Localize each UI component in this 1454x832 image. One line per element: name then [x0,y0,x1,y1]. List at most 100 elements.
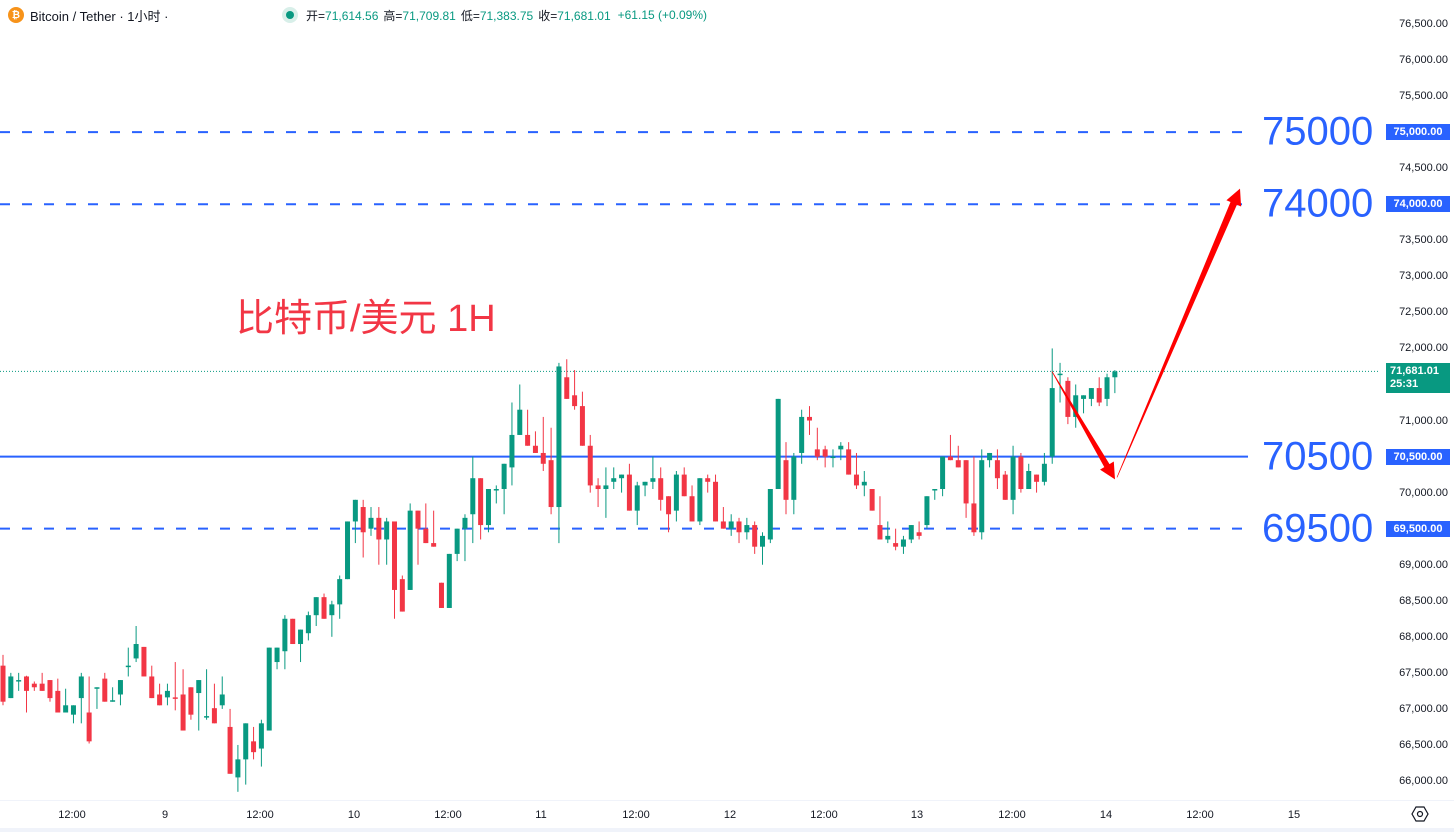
candle [525,409,531,446]
candle [219,676,225,709]
candle [767,489,773,544]
candle [713,474,719,522]
price-axis[interactable]: 76,500.00 76,000.00 75,500.00 74,500.00 73,5… [1380,0,1454,800]
level-label-75000[interactable]: 75000 [1262,109,1374,154]
candle [760,532,766,565]
candle [564,359,570,399]
candle [736,517,742,544]
candle [196,680,202,731]
candle [932,489,938,500]
candle [266,647,272,731]
level-label-70500[interactable]: 70500 [1262,434,1374,479]
candle [540,416,546,471]
candle [0,654,6,706]
candle [752,521,758,554]
candle [595,478,601,508]
candle [728,514,734,536]
candle [658,467,664,511]
candle [329,600,335,637]
candle [478,478,484,540]
candle [1034,474,1040,493]
candle [548,427,554,515]
settings-gear-icon[interactable] [1411,805,1429,823]
candle [720,507,726,529]
price-tick: 68,500.00 [1399,594,1448,607]
candle [1041,452,1047,486]
candle [509,402,515,486]
level-label-74000[interactable]: 74000 [1262,181,1374,226]
price-tick: 66,500.00 [1399,738,1448,751]
annotation-title[interactable]: 比特币/美元 1H [236,298,496,340]
candle [376,507,382,565]
candle [352,499,358,544]
ohlc-legend: 开=71,614.56 高=71,709.81 低=71,383.75 收=71… [282,6,707,24]
candle [681,467,687,497]
candle [532,431,538,453]
candle [94,687,100,709]
time-tick: 11 [535,809,547,821]
candle [282,615,288,670]
candle [423,503,429,544]
candle [1073,384,1079,428]
candle [70,705,76,724]
candle [572,370,578,410]
candle [454,528,460,562]
candle [963,460,969,518]
candle [290,618,296,645]
candle [368,507,374,536]
candle [360,499,366,558]
time-tick: 9 [161,809,169,821]
candle [924,496,930,529]
candle [846,442,852,475]
candle [345,521,351,580]
candle [415,510,421,565]
candle [337,575,343,619]
candle [673,470,679,522]
level-price-badge: 70,500.00 [1386,448,1450,465]
candle [110,687,116,702]
candle [1104,373,1110,407]
level-label-69500[interactable]: 69500 [1262,506,1374,551]
horizontal-levels [0,131,1248,530]
candle [485,489,491,533]
up-arrow [1116,188,1242,478]
candle [164,683,170,706]
symbol-title[interactable]: Bitcoin / Tether · 1小时 · [30,8,169,24]
candle [23,675,29,713]
candle [619,474,625,493]
chart-plot-area[interactable] [0,0,1380,800]
candlestick-series [0,348,1118,792]
candle [783,442,789,515]
candle [172,662,178,711]
candle [102,672,108,702]
candle [149,665,155,699]
price-tick: 72,500.00 [1399,306,1448,319]
candle [838,442,844,461]
time-tick: 12 [723,809,737,821]
candle [180,669,186,731]
candle [141,646,147,677]
time-axis[interactable]: 12:00 9 12:00 10 12:00 11 12:00 12 12:00 13 12:00 1… [0,800,1454,830]
candle [86,676,92,744]
candle [869,489,875,511]
candle [799,409,805,464]
time-tick: 10 [347,809,361,821]
candle [994,449,1000,490]
time-tick: 15 [1287,809,1301,821]
price-tick: 70,000.00 [1399,486,1448,499]
candle [117,680,123,706]
market-status-icon[interactable] [282,7,298,23]
candle [8,672,14,699]
candle [697,478,703,526]
candle [16,672,22,691]
candle [791,452,797,515]
candle [31,681,37,691]
time-tick: 12:00 [434,809,462,821]
candle [55,678,61,713]
symbol-header[interactable]: ₿ Bitcoin / Tether · 1小时 · [8,6,168,24]
candle [579,391,585,446]
price-tick: 67,000.00 [1399,702,1448,715]
candle [1049,348,1055,464]
candle [1026,463,1032,490]
